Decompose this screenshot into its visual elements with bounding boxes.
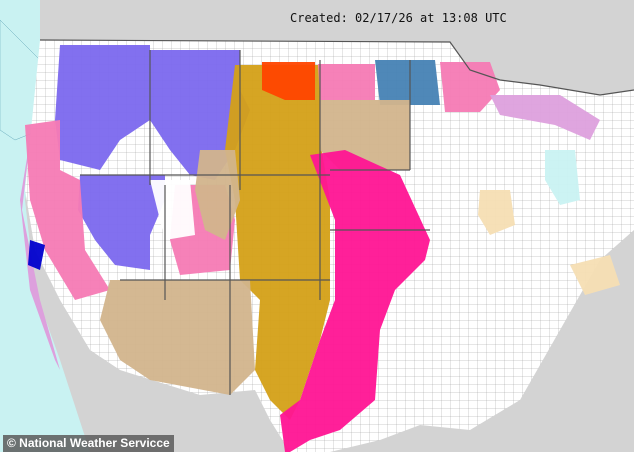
zone-orange-red-north: [262, 62, 315, 100]
created-timestamp: Created: 02/17/26 at 13:08 UTC: [290, 11, 507, 25]
zone-purple-great-basin: [78, 175, 165, 270]
lake-michigan: [545, 150, 580, 205]
image-credit: © National Weather Servicce: [3, 435, 174, 452]
zone-navy-california: [28, 240, 45, 270]
zone-goldenrod-plains: [225, 65, 330, 420]
zone-none-utah: [150, 180, 195, 240]
zone-purple-northwest: [55, 45, 150, 170]
zone-wheat-kentucky: [570, 255, 620, 295]
zone-magenta-central-plains: [280, 150, 430, 452]
alert-zones: [25, 45, 620, 452]
zone-tan-southwest: [100, 280, 255, 395]
zone-wheat-iowa: [478, 190, 515, 235]
zone-pink-north-dakota: [318, 64, 375, 100]
coastal-waters-alert: [20, 140, 60, 370]
state-borders: [39, 39, 634, 395]
zone-steel-blue-minnesota: [375, 60, 440, 105]
zone-plum-upper-michigan: [490, 95, 600, 140]
zone-purple-northern-rockies: [150, 50, 250, 180]
zone-tan-wyoming: [195, 150, 240, 240]
zone-pink-west-coast: [25, 120, 110, 300]
